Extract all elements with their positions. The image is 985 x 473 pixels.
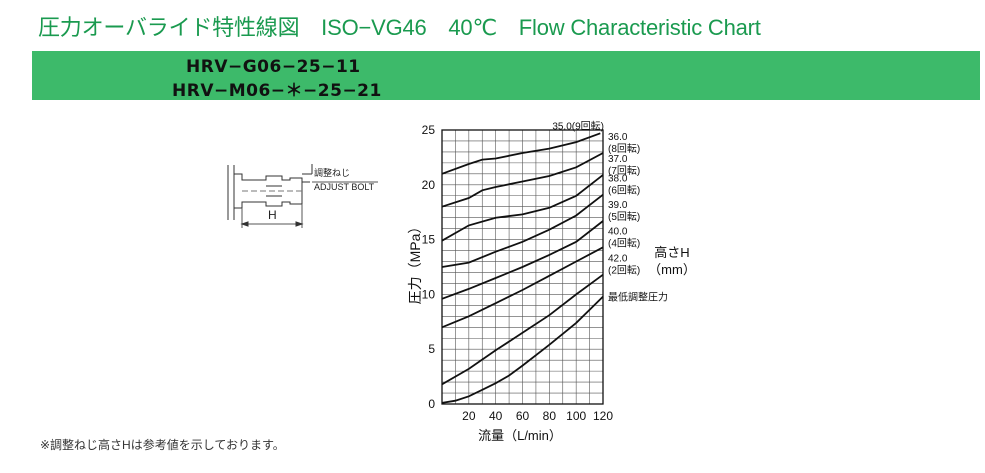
series-label: 37.0 bbox=[608, 154, 628, 165]
dimension-arrows bbox=[240, 221, 304, 227]
x-axis-title: 流量（L/min） bbox=[478, 428, 562, 443]
series-label: (7回転) bbox=[608, 165, 640, 177]
legend-title-line-2: （mm） bbox=[648, 262, 696, 277]
series-label: 42.0 bbox=[608, 254, 628, 265]
x-tick-label: 60 bbox=[516, 409, 530, 423]
y-tick-label: 25 bbox=[422, 123, 436, 137]
series-label: (2回転) bbox=[608, 265, 640, 277]
x-tick-label: 100 bbox=[566, 409, 586, 423]
legend-title-line-1: 高さH bbox=[654, 245, 689, 260]
y-tick-label: 10 bbox=[422, 287, 436, 301]
y-tick-label: 0 bbox=[428, 397, 435, 411]
series-label: (4回転) bbox=[608, 237, 640, 249]
series-label: 40.0 bbox=[608, 226, 628, 237]
dimension-label: H bbox=[268, 208, 277, 222]
series-line bbox=[441, 174, 604, 242]
y-tick-label: 15 bbox=[422, 233, 436, 247]
series-line bbox=[441, 193, 604, 268]
x-tick-label: 120 bbox=[593, 409, 613, 423]
x-tick-label: 20 bbox=[462, 409, 476, 423]
chart-series-labels: 35.0(9回転) 36.0(8回転)37.0(7回転)38.0(6回転) 39.0… bbox=[552, 120, 668, 303]
series-label: 最低調整圧力 bbox=[608, 291, 668, 304]
y-tick-label: 5 bbox=[428, 342, 435, 356]
y-axis-title: 圧力（MPa） bbox=[407, 220, 423, 305]
series-line bbox=[441, 220, 604, 300]
series-label: 35.0(9回転) bbox=[552, 120, 604, 132]
series-line bbox=[441, 273, 604, 386]
chart-axes: 0 5 10 15 20 25 20 40 60 80 100 120 bbox=[422, 123, 614, 423]
adjust-bolt-diagram: 調整ねじ ADJUST BOLT H bbox=[227, 164, 378, 228]
chart-lines bbox=[441, 132, 604, 404]
model-banner: HRV−G06−25−11 HRV−M06−＊−25−21 bbox=[32, 51, 980, 101]
series-label: 36.0 bbox=[608, 132, 628, 143]
model-number-2: HRV−M06−＊−25−21 bbox=[172, 81, 382, 101]
footnote: ※調整ねじ高さHは参考値を示しております。 bbox=[40, 438, 285, 452]
y-tick-label: 20 bbox=[422, 178, 436, 192]
series-label: (6回転) bbox=[608, 185, 640, 197]
x-tick-label: 80 bbox=[543, 409, 557, 423]
series-label: (8回転) bbox=[608, 143, 640, 155]
series-line bbox=[441, 132, 601, 175]
model-number-1: HRV−G06−25−11 bbox=[186, 57, 361, 77]
series-label: 39.0 bbox=[608, 200, 628, 211]
series-label: (5回転) bbox=[608, 211, 640, 223]
page-title: 圧力オーバライド特性線図 ISO−VG46 40℃ Flow Character… bbox=[38, 15, 761, 40]
series-line bbox=[441, 152, 604, 208]
adjust-bolt-label-jp: 調整ねじ bbox=[314, 167, 350, 178]
series-line bbox=[441, 246, 604, 329]
adjust-bolt-label-en: ADJUST BOLT bbox=[314, 182, 375, 192]
series-line bbox=[441, 295, 604, 404]
series-label: 38.0 bbox=[608, 174, 628, 185]
x-tick-label: 40 bbox=[489, 409, 503, 423]
